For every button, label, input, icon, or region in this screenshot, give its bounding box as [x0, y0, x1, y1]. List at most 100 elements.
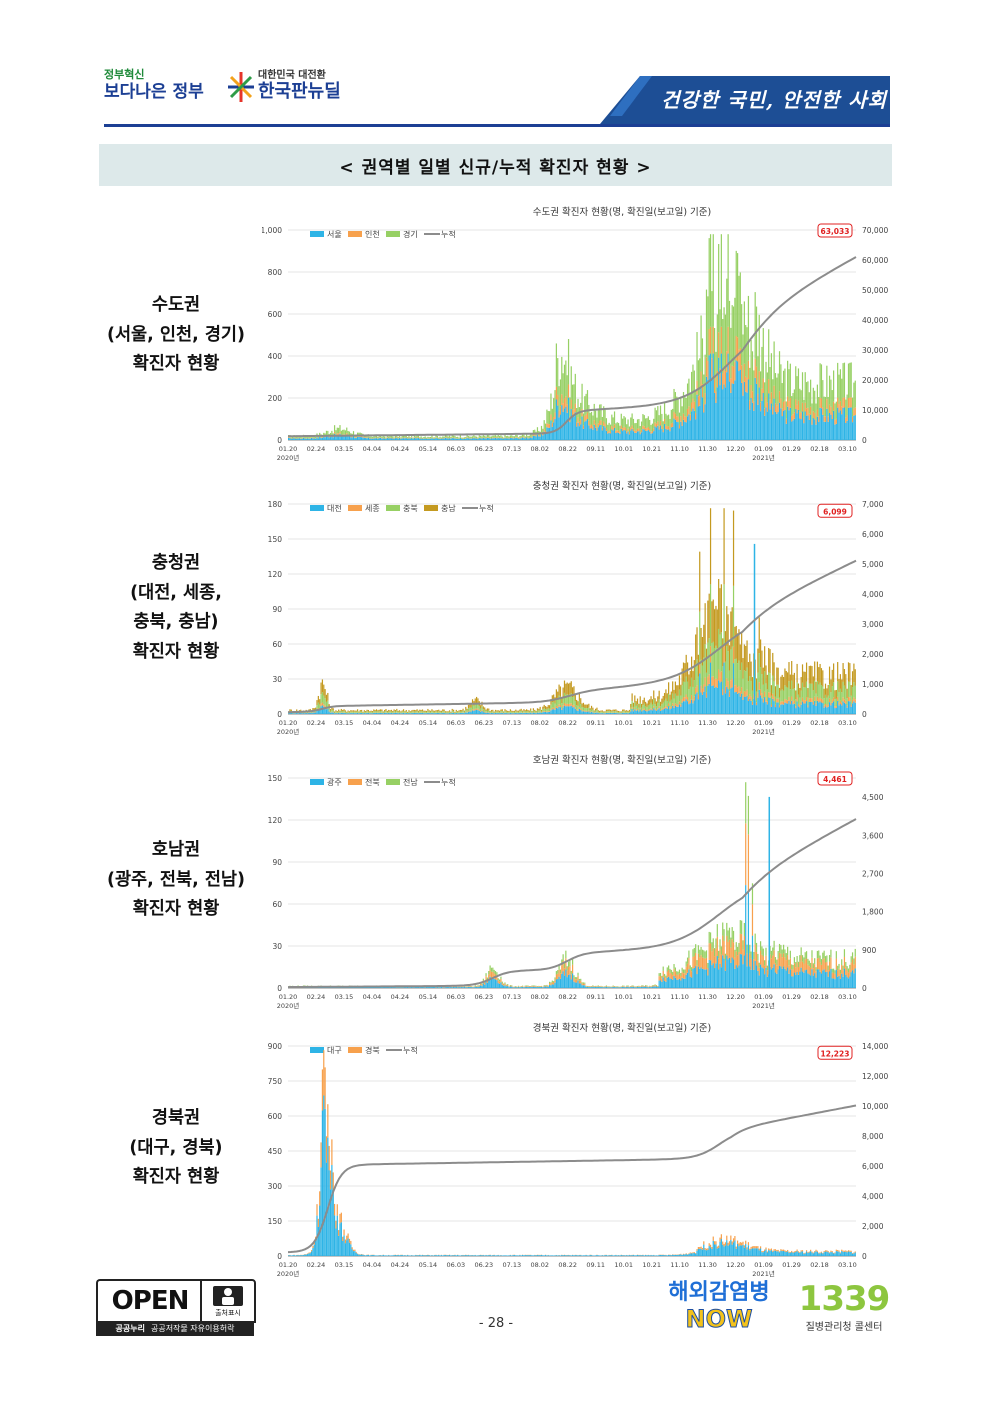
- bar-segment: [699, 358, 701, 396]
- bar-segment: [636, 428, 639, 432]
- bar-segment: [461, 713, 463, 714]
- bar-segment: [700, 315, 702, 372]
- bar-segment: [572, 687, 574, 698]
- bar-segment: [613, 987, 616, 988]
- bar-segment: [732, 942, 735, 960]
- bar-segment: [385, 437, 387, 439]
- bar-segment: [745, 671, 747, 692]
- bar-segment: [663, 1255, 666, 1256]
- bar-segment: [480, 711, 482, 714]
- bar-segment: [515, 711, 517, 713]
- bar-segment: [701, 694, 704, 714]
- bar-segment: [378, 711, 380, 713]
- bar-segment: [693, 1252, 695, 1256]
- bar-segment: [734, 1236, 736, 1241]
- bar-segment: [530, 708, 532, 711]
- bar-segment: [770, 695, 773, 705]
- bar-segment: [822, 686, 824, 700]
- bar-segment: [670, 969, 672, 974]
- bar-segment: [400, 1255, 402, 1256]
- bar-segment: [572, 958, 574, 965]
- bar-segment: [308, 712, 310, 714]
- bar-segment: [719, 309, 721, 369]
- bar-segment: [788, 410, 790, 440]
- bar-segment: [700, 1246, 702, 1249]
- bar-segment: [770, 958, 773, 970]
- bar-segment: [444, 437, 447, 438]
- legend-label: 누적: [479, 503, 494, 513]
- bar-segment: [800, 947, 802, 956]
- bar-segment: [776, 959, 778, 966]
- bar-segment: [819, 363, 821, 398]
- bar-segment: [435, 1255, 437, 1256]
- bar-segment: [704, 969, 706, 988]
- bar-segment: [605, 985, 608, 986]
- bar-segment: [781, 957, 783, 969]
- legend-swatch: [310, 1047, 324, 1053]
- bar-segment: [561, 709, 563, 714]
- bar-segment: [367, 987, 370, 988]
- bar-segment: [676, 974, 678, 980]
- bar-segment: [505, 436, 507, 438]
- region-label-line: 호남권: [151, 840, 201, 860]
- bar-segment: [659, 975, 662, 981]
- x-tick-label: 02.24: [307, 993, 326, 1001]
- bar-segment: [573, 384, 575, 410]
- bar-segment: [831, 699, 833, 703]
- bar-segment: [723, 584, 725, 647]
- bar-segment: [720, 1239, 722, 1256]
- bar-segment: [373, 709, 375, 712]
- bar-segment: [600, 420, 602, 426]
- bar-segment: [448, 711, 451, 713]
- bar-segment: [481, 706, 483, 710]
- bar-segment: [316, 437, 318, 440]
- bar-segment: [736, 361, 739, 440]
- bar-segment: [665, 705, 667, 708]
- bar-segment: [421, 987, 424, 988]
- bar-segment: [719, 588, 721, 635]
- bar-segment: [780, 398, 782, 409]
- bar-segment: [538, 986, 540, 987]
- bar-segment: [511, 986, 513, 988]
- bar-segment: [659, 709, 662, 711]
- y-left-tick-label: 0: [277, 710, 282, 719]
- bar-segment: [647, 700, 649, 706]
- bar-segment: [519, 1255, 521, 1256]
- bar-segment: [688, 700, 690, 705]
- bar-segment: [658, 706, 660, 709]
- bar-segment: [678, 704, 681, 714]
- bar-segment: [470, 707, 472, 711]
- bar-segment: [611, 1255, 613, 1256]
- bar-segment: [428, 710, 430, 712]
- bar-segment: [645, 985, 647, 987]
- bar-segment: [686, 1254, 689, 1256]
- bar-segment: [777, 403, 779, 413]
- bar-segment: [724, 314, 727, 372]
- bar-segment: [588, 425, 590, 440]
- bar-segment: [628, 1255, 631, 1256]
- bar-segment: [577, 398, 579, 418]
- bar-segment: [778, 687, 781, 698]
- bar-segment: [507, 984, 509, 987]
- bar-segment: [708, 1243, 710, 1247]
- bar-segment: [822, 959, 824, 971]
- bar-segment: [818, 416, 820, 422]
- bar-segment: [699, 1246, 701, 1249]
- bar-segment: [846, 966, 848, 971]
- bar-segment: [543, 704, 545, 709]
- bar-segment: [404, 713, 406, 714]
- bar-segment: [815, 681, 817, 694]
- bar-segment: [531, 985, 533, 986]
- bar-segment: [436, 711, 438, 713]
- bar-segment: [727, 353, 729, 440]
- bar-segment: [505, 437, 507, 439]
- bar-segment: [601, 711, 603, 713]
- bar-segment: [576, 977, 578, 980]
- bar-segment: [720, 681, 722, 714]
- bar-segment: [827, 396, 829, 417]
- bar-segment: [676, 416, 678, 422]
- bar-segment: [634, 695, 636, 703]
- bar-segment: [853, 415, 855, 440]
- bar-segment: [703, 403, 705, 413]
- bar-segment: [778, 943, 781, 953]
